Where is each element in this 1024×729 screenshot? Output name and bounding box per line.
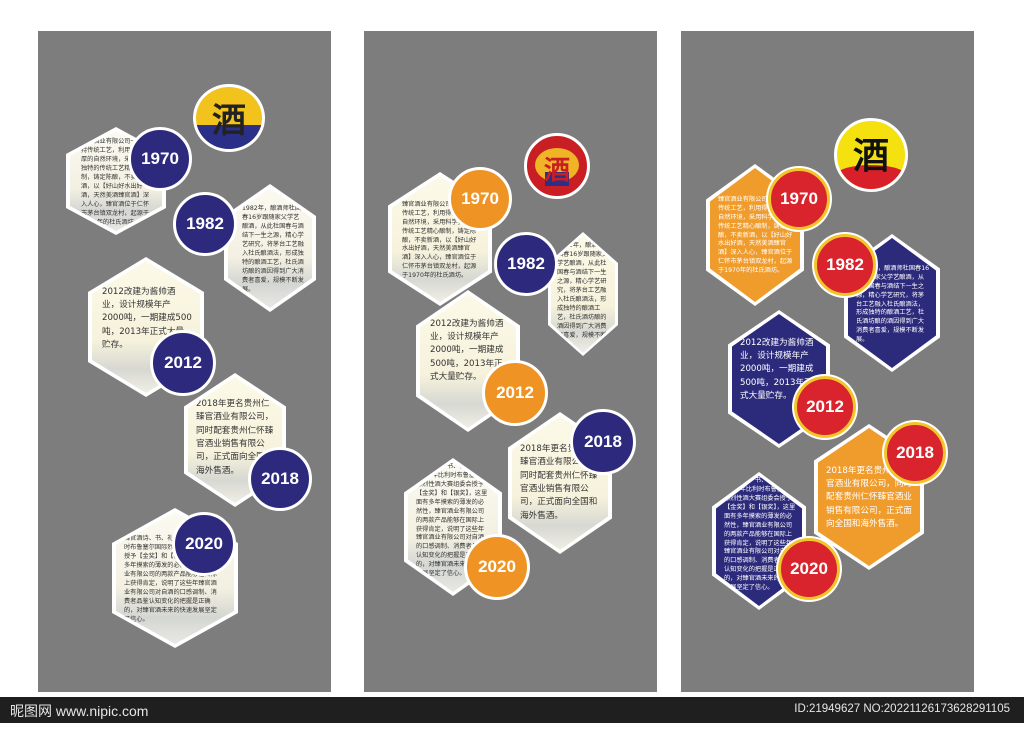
watermark-bar bbox=[0, 697, 1024, 723]
entry-2020-text: 臻官酒诗、书、礼分别2020年比利时布鲁塞尔国际烈性酒大赛组委会授予【金奖】和【… bbox=[724, 476, 796, 592]
entry-1982-text: 1982年，酿酒师杜国春16岁跟随家父学艺酿酒，从此杜国春与酒结下一生之源，精心… bbox=[242, 205, 304, 293]
year-badge-1970: 1970 bbox=[768, 168, 830, 230]
entry-2020-text: 臻官酒诗、书、礼分别2020年比利时布鲁塞尔国际烈性酒大赛组委会授予【金奖】和【… bbox=[416, 462, 488, 578]
year-badge-2018: 2018 bbox=[570, 409, 636, 475]
logo-badge-1: 酒 bbox=[193, 84, 265, 152]
entry-2018-text: 2018年更名贵州仁臻官酒业有限公司，同时配套贵州仁怀臻官酒业销售有限公司，正式… bbox=[520, 444, 598, 521]
logo-badge-2: 酒 bbox=[524, 133, 590, 199]
logo-char: 酒 bbox=[543, 156, 570, 186]
year-badge-2020: 2020 bbox=[464, 534, 530, 600]
entry-1982-text: 1982年，酿酒师杜国春16岁跟随家父学艺酿酒，从此杜国春与酒结下一生之源，精心… bbox=[856, 264, 930, 344]
watermark-site: 昵图网 www.nipic.com bbox=[10, 703, 149, 719]
entry-1982-hex: 1982年，酿酒师杜国春16岁跟随家父学艺酿酒，从此杜国春与酒结下一生之源，精心… bbox=[228, 188, 312, 308]
entry-1982-text: 1982年，酿酒师杜国春16岁跟随家父学艺酿酒，从此杜国春与酒结下一生之源，精心… bbox=[557, 242, 610, 348]
entry-2012-text: 2012改建为酱帅酒业，设计规模年产2000吨，一期建成500吨，2013年正式… bbox=[430, 318, 504, 382]
year-badge-1970: 1970 bbox=[448, 167, 512, 231]
year-badge-1982: 1982 bbox=[494, 232, 558, 296]
year-badge-1982: 1982 bbox=[814, 234, 876, 296]
year-badge-2018: 2018 bbox=[884, 422, 946, 484]
entry-1970-text: 臻官酒业有限公司一定坚持传统工艺，利用得天独厚的自然环境，采用科学独特的传统工艺… bbox=[402, 200, 477, 280]
entry-1970-text: 臻官酒业有限公司一定坚持传统工艺，利用得天独厚的自然环境，采用科学独特的传统工艺… bbox=[81, 138, 150, 226]
year-badge-2020: 2020 bbox=[778, 538, 840, 600]
entry-2018-text: 2018年更名贵州仁臻官酒业有限公司，同时配套贵州仁怀臻官酒业销售有限公司，正式… bbox=[196, 399, 274, 476]
year-badge-2018: 2018 bbox=[248, 447, 312, 511]
entry-1970-text: 臻官酒业有限公司一定坚持传统工艺，利用得天独厚的自然环境，采用科学独特的传统工艺… bbox=[718, 195, 793, 275]
year-badge-2012: 2012 bbox=[150, 330, 216, 396]
year-badge-2012: 2012 bbox=[482, 360, 548, 426]
entry-2012-text: 2012改建为酱帅酒业，设计规模年产2000吨，一期建成500吨，2013年正式… bbox=[740, 337, 814, 401]
year-badge-1982: 1982 bbox=[173, 192, 237, 256]
watermark-id: ID:21949627 NO:20221126173628291105 bbox=[794, 703, 1010, 715]
entry-2018-text: 2018年更名贵州仁臻官酒业有限公司，同时配套贵州仁怀臻官酒业销售有限公司，正式… bbox=[826, 465, 912, 529]
year-badge-2012: 2012 bbox=[794, 376, 856, 438]
year-badge-1970: 1970 bbox=[128, 127, 192, 191]
year-badge-2020: 2020 bbox=[172, 512, 236, 576]
entry-2012-text: 2012改建为酱帅酒业，设计规模年产2000吨，一期建成500吨，2013年正式… bbox=[102, 286, 192, 350]
logo-badge-3: 酒 bbox=[834, 118, 908, 192]
logo-char: 酒 bbox=[212, 101, 246, 141]
logo-char: 酒 bbox=[852, 135, 889, 177]
